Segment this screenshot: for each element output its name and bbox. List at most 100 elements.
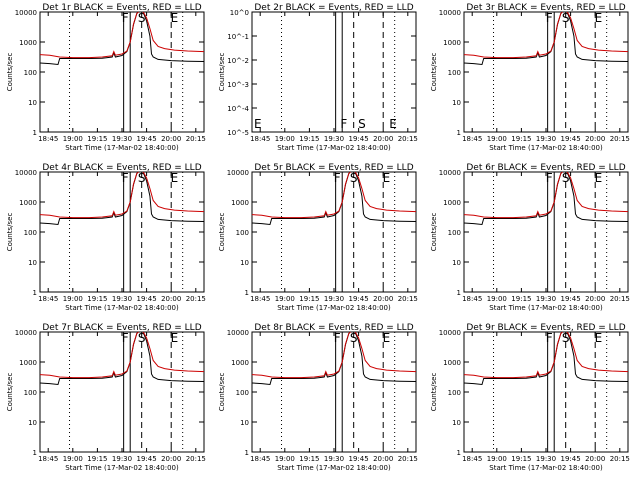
phase-marker: S: [350, 171, 358, 185]
plot-frame: [251, 331, 417, 453]
phase-marker: E: [171, 171, 179, 185]
x-tick-label: 18:45: [38, 455, 58, 463]
y-tick-label: 10: [28, 259, 37, 267]
x-axis-label: Start Time (17-Mar-02 18:40:00): [65, 144, 179, 152]
series-line: [40, 332, 204, 379]
x-tick-label: 19:45: [349, 295, 369, 303]
plot-frame: [463, 11, 629, 133]
y-tick-label: 10000: [15, 329, 37, 337]
y-tick-label: 10000: [227, 169, 249, 177]
y-tick-label: 1000: [19, 39, 37, 47]
detector-panel: Det 1r BLACK = Events, RED = LLD 1 10 100 10…: [6, 3, 206, 152]
x-tick-label: 19:00: [63, 455, 83, 463]
x-axis-label: Start Time (17-Mar-02 18:40:00): [489, 144, 603, 152]
y-tick-label: 10: [28, 419, 37, 427]
x-tick-label: 20:15: [610, 135, 630, 143]
y-tick-label: 1000: [443, 39, 461, 47]
y-axis-label: Counts/sec: [218, 53, 226, 92]
x-tick-label: 19:30: [112, 295, 132, 303]
y-tick-label: 10000: [15, 9, 37, 17]
panel-title: Det 9r BLACK = Events, RED = LLD: [466, 323, 625, 333]
x-axis-label: Start Time (17-Mar-02 18:40:00): [65, 464, 179, 472]
x-tick-label: 19:00: [275, 135, 295, 143]
y-tick-label: 100: [24, 229, 37, 237]
x-tick-label: 20:00: [373, 455, 393, 463]
phase-marker: F: [122, 11, 129, 25]
y-tick-label: 100: [24, 389, 37, 397]
plot-frame: [463, 331, 629, 453]
series-line: [464, 12, 628, 59]
phase-marker: E: [595, 331, 603, 345]
x-tick-label: 19:00: [275, 455, 295, 463]
phase-marker: E: [595, 171, 603, 185]
phase-marker: S: [350, 331, 358, 345]
detector-panel: Det 4r BLACK = Events, RED = LLD 1 10 100 10…: [6, 163, 206, 312]
y-axis-label: Counts/sec: [430, 53, 438, 92]
phase-marker: E: [254, 117, 262, 131]
y-tick-label: 10000: [15, 169, 37, 177]
plot-frame: [39, 11, 205, 133]
detector-panel: Det 5r BLACK = Events, RED = LLD 1 10 100 10…: [218, 163, 418, 312]
x-tick-label: 19:30: [324, 295, 344, 303]
x-tick-label: 18:45: [462, 295, 482, 303]
panel-title: Det 4r BLACK = Events, RED = LLD: [42, 163, 201, 173]
y-tick-label: 10^-2: [227, 57, 249, 65]
phase-marker: S: [138, 11, 146, 25]
phase-marker: S: [562, 171, 570, 185]
x-tick-label: 19:30: [112, 455, 132, 463]
detector-panel: Det 2r BLACK = Events, RED = LLD 10^-5 10^…: [218, 3, 418, 152]
x-axis-label: Start Time (17-Mar-02 18:40:00): [277, 304, 391, 312]
x-tick-label: 19:15: [87, 135, 107, 143]
x-tick-label: 20:00: [161, 455, 181, 463]
x-tick-label: 19:30: [112, 135, 132, 143]
series-line: [252, 332, 416, 379]
x-tick-label: 18:45: [250, 455, 270, 463]
y-tick-label: 1000: [19, 199, 37, 207]
x-tick-label: 20:15: [610, 295, 630, 303]
plot-frame: [251, 11, 417, 133]
y-tick-label: 10000: [439, 169, 461, 177]
y-tick-label: 10: [452, 99, 461, 107]
y-tick-label: 10^-4: [227, 105, 249, 113]
y-tick-label: 10^0: [230, 9, 249, 17]
plot-frame: [39, 171, 205, 293]
x-tick-label: 20:00: [373, 135, 393, 143]
detector-panel: Det 9r BLACK = Events, RED = LLD 1 10 100 10…: [430, 323, 630, 472]
y-tick-label: 100: [236, 229, 249, 237]
y-tick-label: 1000: [443, 359, 461, 367]
x-tick-label: 19:15: [299, 455, 319, 463]
x-tick-label: 20:00: [585, 295, 605, 303]
x-tick-label: 19:45: [561, 295, 581, 303]
x-tick-label: 19:00: [487, 135, 507, 143]
series-line: [464, 332, 628, 379]
plot-frame: [251, 171, 417, 293]
y-tick-label: 10000: [439, 329, 461, 337]
x-tick-label: 19:15: [87, 455, 107, 463]
x-tick-label: 20:15: [186, 135, 206, 143]
detector-panel: Det 8r BLACK = Events, RED = LLD 1 10 100 10…: [218, 323, 418, 472]
x-tick-label: 19:45: [349, 455, 369, 463]
x-axis-label: Start Time (17-Mar-02 18:40:00): [489, 304, 603, 312]
y-tick-label: 1000: [231, 359, 249, 367]
x-tick-label: 20:15: [186, 455, 206, 463]
x-tick-label: 19:15: [299, 295, 319, 303]
x-tick-label: 19:45: [137, 455, 157, 463]
phase-marker: E: [383, 171, 391, 185]
detector-panel: Det 3r BLACK = Events, RED = LLD 1 10 100 10…: [430, 3, 630, 152]
x-tick-label: 19:00: [63, 135, 83, 143]
x-tick-label: 20:15: [186, 295, 206, 303]
phase-marker: S: [562, 331, 570, 345]
phase-marker: E: [171, 331, 179, 345]
x-tick-label: 19:00: [275, 295, 295, 303]
x-tick-label: 18:45: [250, 295, 270, 303]
y-axis-label: Counts/sec: [6, 373, 14, 412]
x-tick-label: 19:30: [536, 135, 556, 143]
x-tick-label: 20:00: [161, 295, 181, 303]
x-tick-label: 19:15: [511, 295, 531, 303]
x-tick-label: 18:45: [38, 135, 58, 143]
series-line: [252, 172, 416, 219]
panel-title: Det 3r BLACK = Events, RED = LLD: [466, 3, 625, 13]
x-tick-label: 19:45: [137, 295, 157, 303]
phase-marker: S: [562, 11, 570, 25]
y-tick-label: 10: [240, 419, 249, 427]
